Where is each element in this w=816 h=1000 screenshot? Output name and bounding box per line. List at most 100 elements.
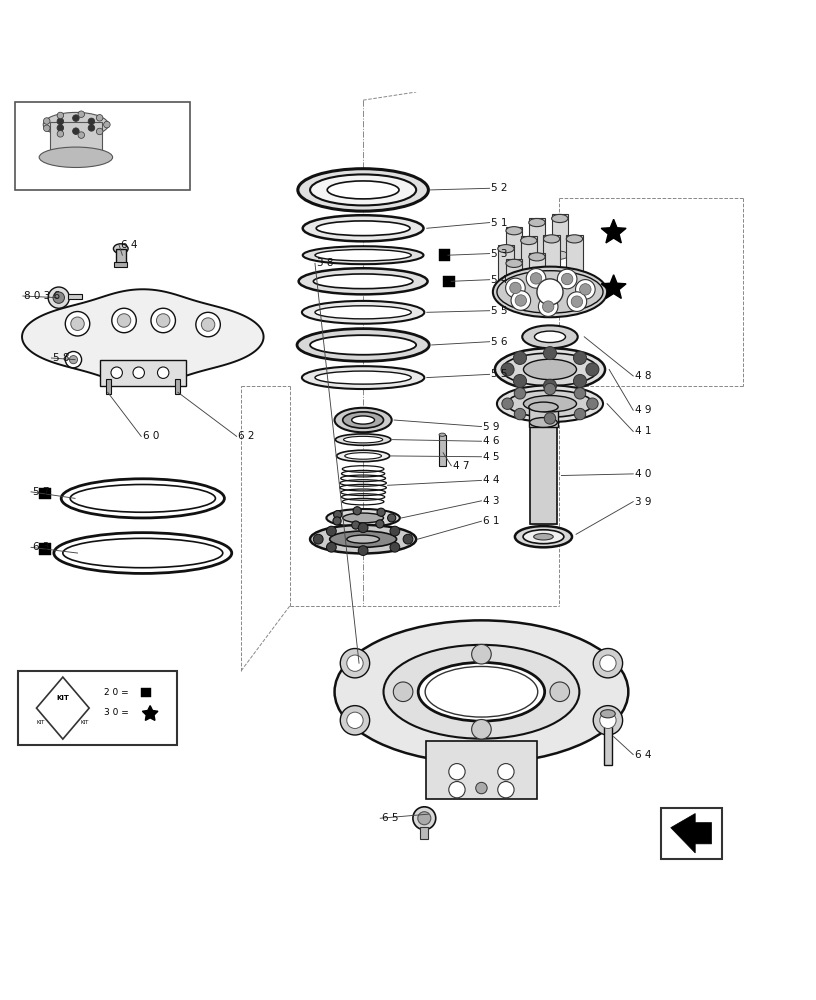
Text: 3 9: 3 9: [635, 497, 651, 507]
Circle shape: [514, 408, 526, 420]
Circle shape: [65, 312, 90, 336]
Text: 5 7: 5 7: [33, 487, 49, 497]
Ellipse shape: [530, 418, 557, 427]
Ellipse shape: [43, 112, 109, 137]
Ellipse shape: [502, 353, 598, 386]
Text: KIT: KIT: [80, 720, 89, 725]
Bar: [106, 379, 111, 394]
Ellipse shape: [335, 408, 392, 432]
Bar: [18, 671, 177, 745]
Ellipse shape: [543, 272, 560, 280]
Bar: [604, 716, 612, 765]
Circle shape: [112, 308, 136, 333]
Text: 3 0 =: 3 0 =: [104, 708, 128, 717]
Circle shape: [57, 125, 64, 131]
Ellipse shape: [327, 181, 399, 199]
Ellipse shape: [498, 245, 514, 253]
Ellipse shape: [39, 147, 113, 167]
Ellipse shape: [302, 366, 424, 389]
Circle shape: [514, 388, 526, 399]
Text: 5 3: 5 3: [491, 249, 508, 259]
Text: 6 0: 6 0: [143, 431, 159, 441]
Circle shape: [600, 712, 616, 728]
Bar: [529, 218, 545, 259]
Ellipse shape: [506, 263, 522, 272]
Circle shape: [476, 782, 487, 794]
Circle shape: [449, 764, 465, 780]
Ellipse shape: [326, 509, 400, 527]
Text: 5 4: 5 4: [491, 275, 508, 285]
Circle shape: [340, 706, 370, 735]
Circle shape: [333, 517, 341, 525]
Ellipse shape: [315, 306, 411, 319]
Circle shape: [498, 782, 514, 798]
Bar: [175, 379, 180, 394]
Bar: [498, 245, 514, 285]
Text: 4 5: 4 5: [483, 452, 499, 462]
Circle shape: [358, 523, 368, 533]
Bar: [116, 249, 126, 263]
Ellipse shape: [566, 235, 583, 243]
Circle shape: [111, 367, 122, 378]
Text: 5 9: 5 9: [483, 422, 499, 432]
Circle shape: [544, 383, 556, 395]
Circle shape: [593, 649, 623, 678]
Circle shape: [347, 655, 363, 671]
Ellipse shape: [313, 274, 413, 289]
Circle shape: [537, 279, 563, 305]
Circle shape: [53, 292, 64, 303]
Circle shape: [96, 115, 103, 121]
Polygon shape: [601, 275, 626, 298]
Circle shape: [472, 644, 491, 664]
Circle shape: [196, 312, 220, 337]
Circle shape: [73, 128, 79, 134]
Circle shape: [403, 534, 413, 544]
Bar: [50, 122, 102, 153]
Ellipse shape: [299, 268, 428, 294]
Ellipse shape: [529, 253, 545, 261]
Bar: [529, 253, 545, 294]
Circle shape: [544, 413, 556, 424]
Polygon shape: [37, 677, 89, 739]
Circle shape: [587, 398, 598, 409]
Circle shape: [574, 388, 586, 399]
Polygon shape: [22, 289, 264, 384]
Text: 5 2: 5 2: [491, 183, 508, 193]
Circle shape: [118, 314, 131, 327]
Text: 4 0: 4 0: [635, 469, 651, 479]
Circle shape: [69, 356, 78, 364]
Circle shape: [574, 374, 587, 388]
Circle shape: [513, 374, 526, 388]
Ellipse shape: [522, 325, 578, 348]
Ellipse shape: [310, 174, 416, 205]
Ellipse shape: [352, 416, 375, 424]
Circle shape: [543, 347, 557, 360]
Bar: [566, 235, 583, 276]
Circle shape: [593, 706, 623, 735]
Circle shape: [352, 521, 360, 529]
Text: 8 0 3 6: 8 0 3 6: [24, 291, 60, 301]
Ellipse shape: [315, 371, 411, 384]
Ellipse shape: [439, 433, 446, 436]
Circle shape: [57, 118, 64, 125]
Ellipse shape: [384, 645, 579, 739]
Ellipse shape: [343, 412, 384, 428]
Circle shape: [358, 546, 368, 555]
Circle shape: [515, 295, 526, 306]
Text: 4 7: 4 7: [453, 461, 469, 471]
Circle shape: [567, 292, 587, 311]
Ellipse shape: [506, 227, 522, 235]
Text: 5 1: 5 1: [491, 218, 508, 228]
Circle shape: [526, 269, 546, 288]
Ellipse shape: [529, 402, 558, 412]
Bar: [420, 827, 428, 839]
Bar: [530, 422, 557, 524]
Circle shape: [151, 308, 175, 333]
Ellipse shape: [521, 236, 537, 245]
Circle shape: [65, 351, 82, 368]
Circle shape: [334, 511, 342, 519]
Circle shape: [104, 121, 110, 128]
Circle shape: [539, 297, 558, 316]
Ellipse shape: [335, 620, 628, 763]
Bar: [543, 235, 560, 276]
